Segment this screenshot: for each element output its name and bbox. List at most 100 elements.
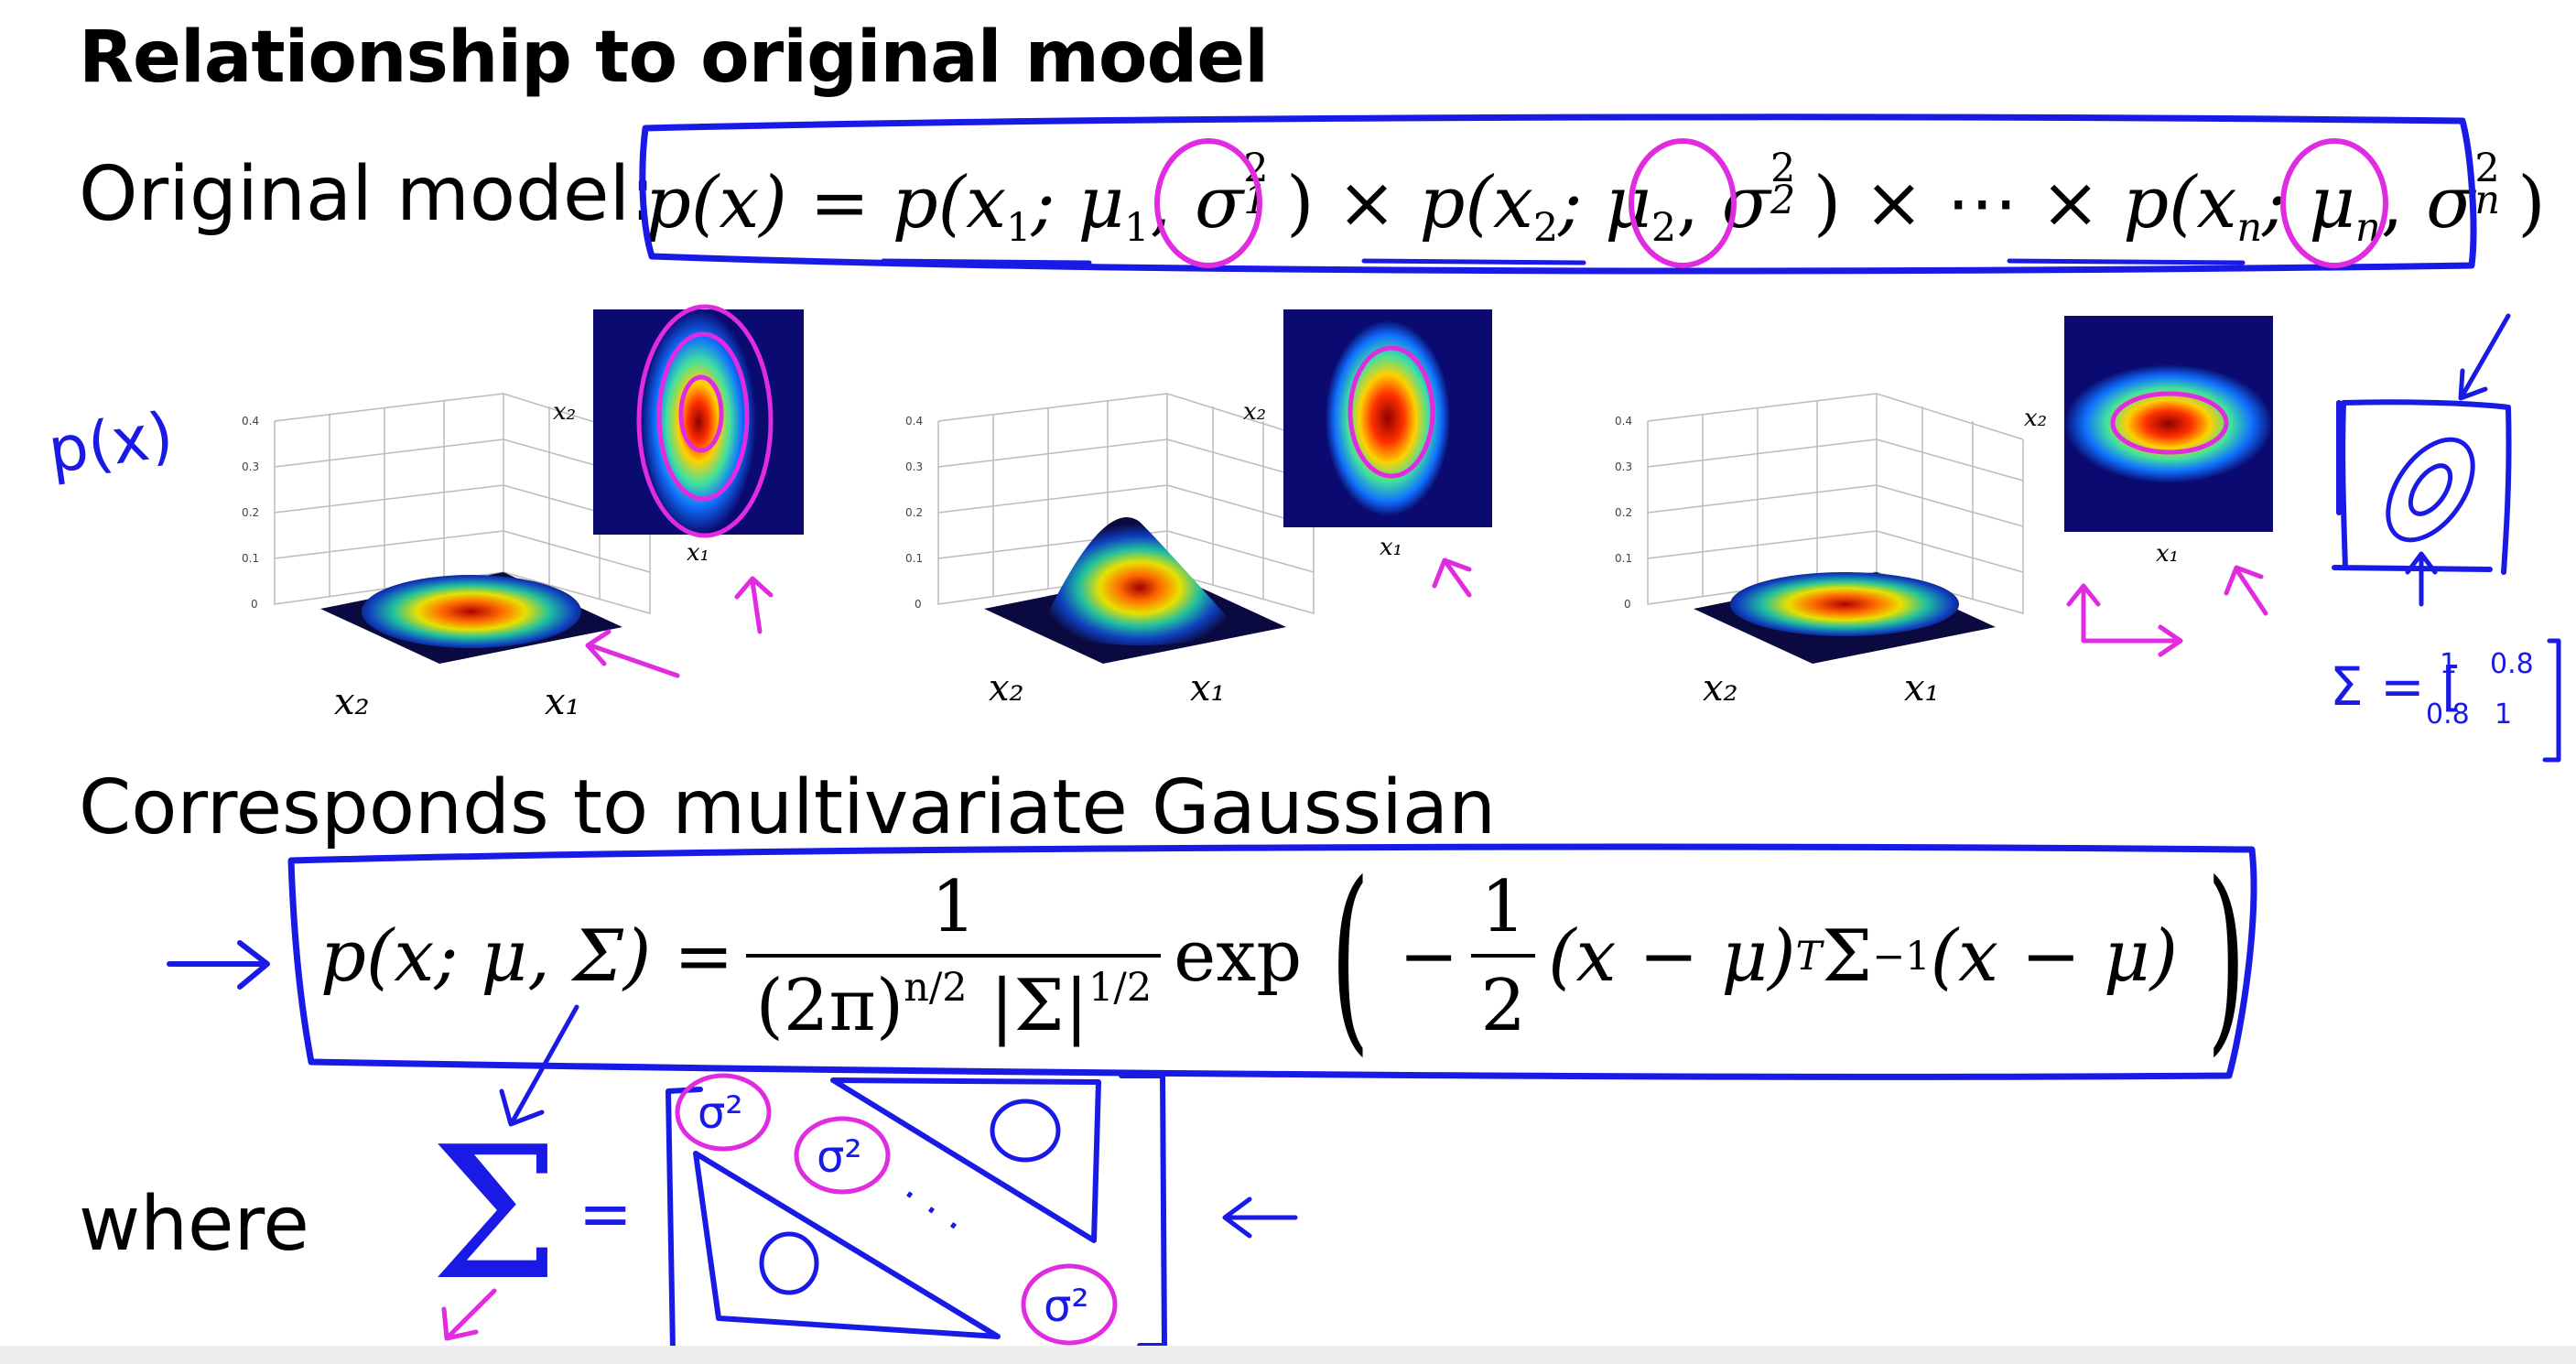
contour-2-y-label: x₂ [1243, 398, 1266, 426]
exp-text: exp [1174, 915, 1303, 998]
factor2-prefix: p(x [1419, 162, 1533, 244]
axes-arrows [2066, 583, 2183, 657]
zero-lower [759, 1231, 819, 1295]
mvg-formula-box [287, 843, 2257, 1080]
factor2-sigma-sub: 2 [1770, 177, 1796, 223]
covariance-box-sketch [2332, 399, 2512, 575]
factor1-mu-sub: 1 [1124, 205, 1150, 251]
factor2-mu-sub: 2 [1651, 205, 1677, 251]
mvg-formula: p(x; μ, Σ) = 1 (2π)n/2 |Σ|1/2 exp ( − 1 … [320, 856, 2266, 1057]
factor1-prefix: p(x [892, 162, 1007, 244]
contour-plot-3: x₂ x₁ [2024, 316, 2273, 568]
upper-triangle [830, 1077, 1101, 1243]
sigma-matrix-right-bracket [2542, 638, 2561, 763]
formula-lhs: p(x) = [645, 162, 893, 244]
matrix-right-bracket [1119, 1073, 1167, 1348]
slide-title: Relationship to original model [79, 16, 1269, 99]
factorn-prefix: p(x [2123, 162, 2237, 244]
inv-exp: −1 [1872, 934, 1931, 980]
contour-1-y-label: x₂ [553, 398, 576, 426]
tick: 0.1 [242, 552, 259, 565]
arrow-at-matrix [1222, 1196, 1298, 1239]
big-paren-left: ( [1330, 839, 1370, 1074]
contour-3-x-label: x₁ [2156, 540, 2179, 568]
arrow-up-3 [2224, 565, 2268, 616]
underline-2 [1361, 258, 1586, 265]
sigma-21: 0.8 [2426, 698, 2470, 731]
surface-plot-3: 0.4 0.3 0.2 0.1 0 x₂ x₁ [1615, 393, 2024, 709]
plot-2-surface [1039, 517, 1240, 645]
underline-1 [881, 258, 1092, 265]
surface-plot-2: 0.4 0.3 0.2 0.1 0 x₂ x₁ [905, 393, 1315, 709]
tick: 0.2 [1615, 506, 1632, 519]
plot-1-x1-label: x₁ [545, 681, 580, 723]
arrow-up-right [2405, 551, 2438, 607]
plot-2-ticks: 0.4 0.3 0.2 0.1 0 [905, 415, 923, 611]
factorn-sigma-sub: n [2474, 177, 2501, 223]
sigma-11: 1 [2440, 648, 2457, 680]
contour-ring-1b [656, 331, 750, 502]
factor1-sigma: σ [1195, 162, 1244, 244]
times-2: × [1841, 162, 1947, 244]
diag-sigma-1-text: σ² [698, 1088, 743, 1139]
contour-3-map [2064, 316, 2273, 532]
sigma-12: 0.8 [2490, 648, 2534, 680]
tick: 0.4 [1615, 415, 1632, 428]
sigman-circle [2280, 138, 2388, 268]
tick: 0.3 [1615, 460, 1632, 473]
plot-2-x2-label: x₂ [989, 667, 1024, 709]
half-den: 2 [1471, 954, 1536, 1047]
zero-upper [990, 1099, 1061, 1163]
surface-plot-1: 0.4 0.3 0.2 0.1 0 x₂ x₁ [242, 393, 651, 723]
diag-sigma-1 [675, 1073, 772, 1152]
contour-ring-3 [2110, 391, 2229, 455]
factor1-sub: 1 [1006, 205, 1032, 251]
tick: 0.4 [242, 415, 259, 428]
correlated-ellipse-outer [2386, 437, 2475, 543]
plot-2-x1-label: x₁ [1190, 667, 1226, 709]
tick: 0.3 [242, 460, 259, 473]
footer-strip [0, 1346, 2576, 1364]
contour-ring-1c [678, 374, 724, 453]
den-det-exp: 1/2 [1088, 964, 1153, 1011]
px-handwritten: p(x) [44, 399, 178, 488]
contour-3-y-label: x₂ [2024, 405, 2047, 432]
plot-3-ticks: 0.4 0.3 0.2 0.1 0 [1615, 415, 1632, 611]
factor2-sub: 2 [1532, 205, 1559, 251]
sigma-22: 1 [2495, 698, 2512, 731]
where-label: where [79, 1181, 309, 1268]
arrow-up-2 [1432, 558, 1472, 598]
correlated-ellipse-inner [2408, 463, 2453, 516]
big-sigma: Σ [430, 1108, 559, 1321]
contour-ring-2 [1348, 345, 1435, 479]
underline-n [2007, 258, 2246, 265]
tick: 0.1 [1615, 552, 1632, 565]
diag-sigma-2-text: σ² [817, 1131, 862, 1183]
plot-1-ticks: 0.4 0.3 0.2 0.1 0 [242, 415, 259, 611]
inner-half: 1 2 [1471, 866, 1536, 1047]
factorn-sub: n [2236, 205, 2263, 251]
original-formula-box [639, 114, 2477, 275]
sigma1-circle [1154, 138, 1262, 268]
tick: 0.3 [905, 460, 923, 473]
plot-3-x2-label: x₂ [1703, 667, 1738, 709]
sigma-equals: = [579, 1176, 633, 1251]
cdots: ⋯ [1946, 162, 2041, 244]
half-num: 1 [1480, 866, 1527, 948]
factor2-sigma-sq: 2 [1770, 146, 1796, 192]
original-model-label: Original model: [79, 151, 655, 238]
contour-2-x-label: x₁ [1380, 534, 1402, 561]
inner-minus: − [1399, 915, 1459, 998]
den-det: |Σ| [990, 965, 1089, 1048]
contour-plot-2: x₂ x₁ [1243, 309, 1492, 561]
tick: 0.1 [905, 552, 923, 565]
arrow-left-1 [585, 629, 680, 678]
tick: 0.4 [905, 415, 923, 428]
factorn-sigma-sq: 2 [2474, 146, 2500, 192]
lower-triangle [693, 1151, 1001, 1339]
diag-sigma-n-text: σ² [1044, 1281, 1089, 1332]
den-base: (2π) [755, 965, 904, 1048]
times-3: × [2040, 162, 2124, 244]
tick: 0 [251, 598, 258, 611]
factorn-sigma: σ [2426, 162, 2475, 244]
